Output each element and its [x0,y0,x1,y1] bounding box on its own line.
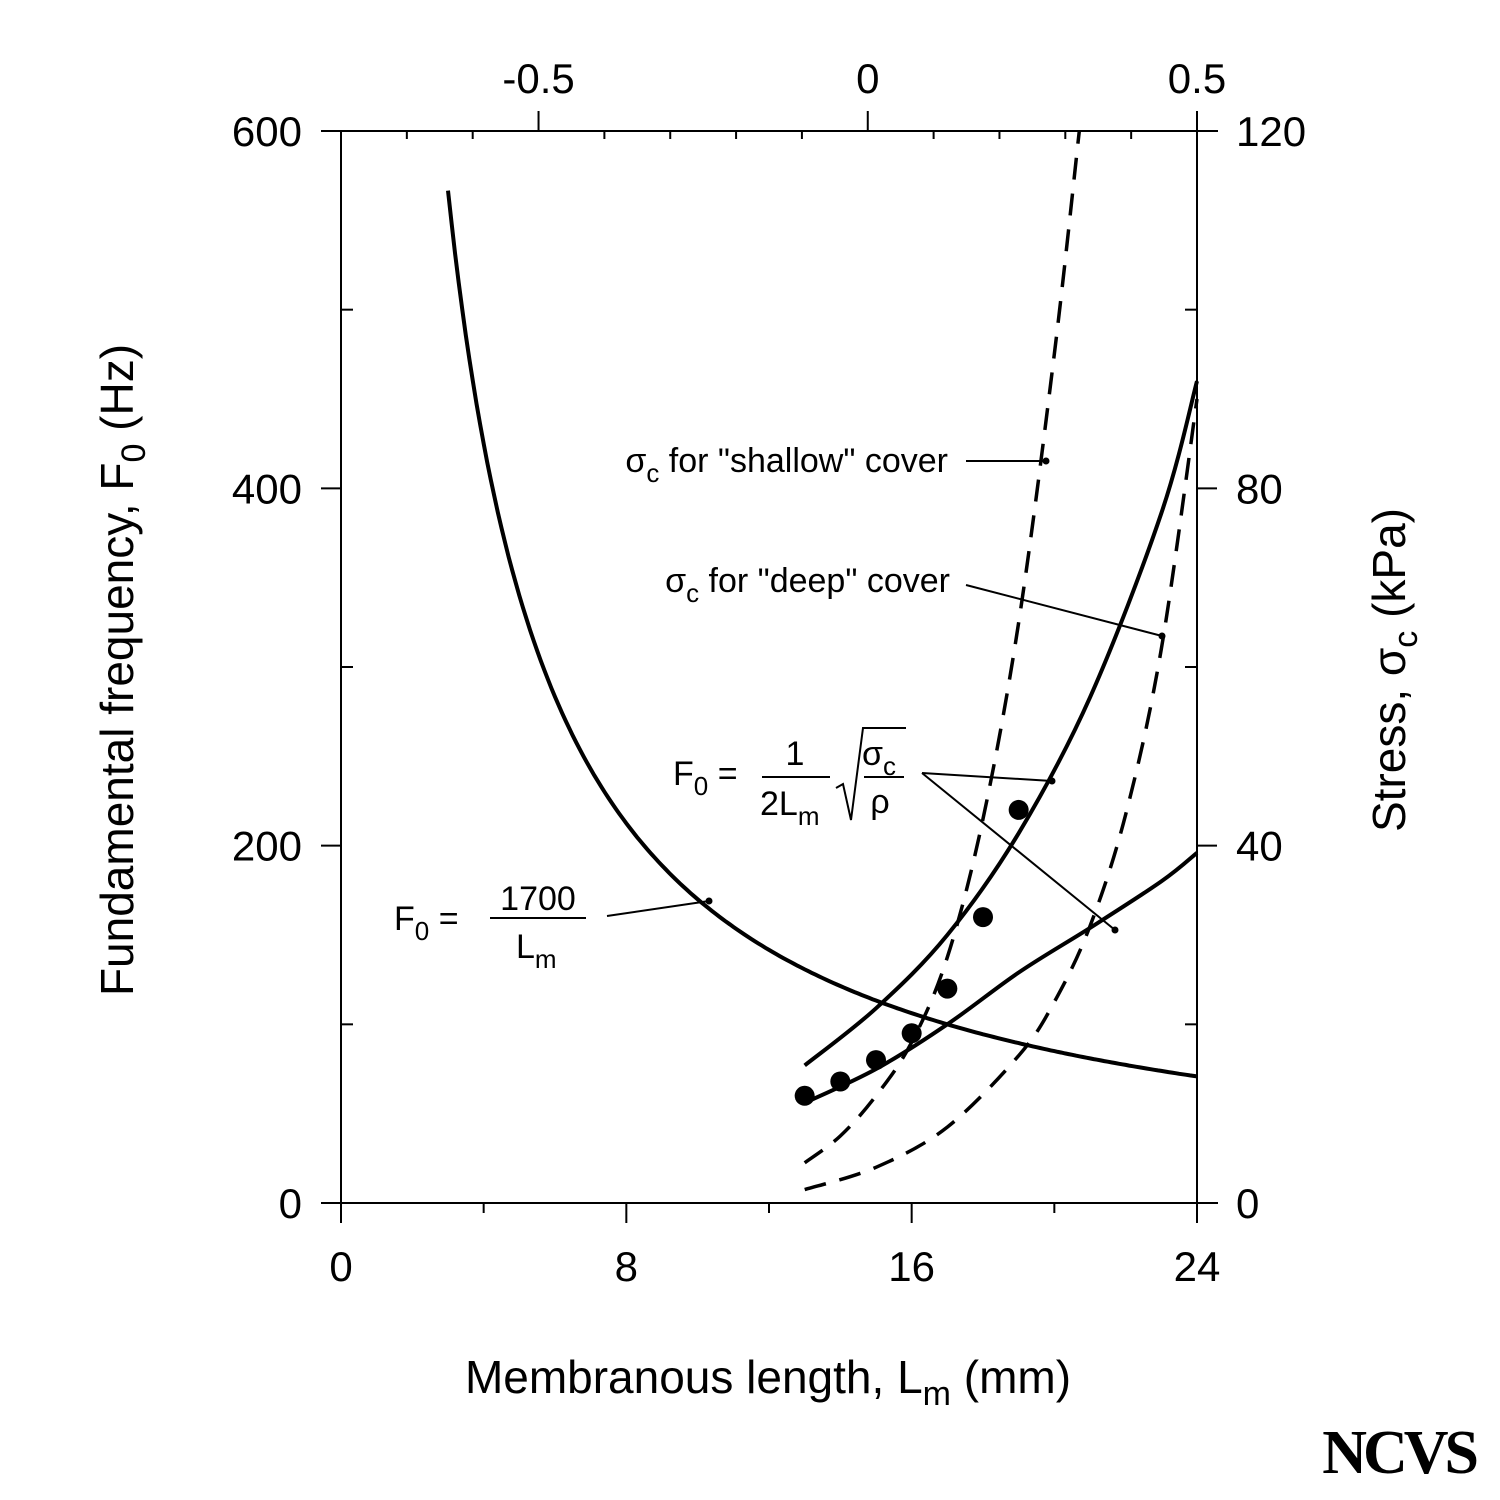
annotation-stress-dot-2 [1111,926,1119,934]
y-left-tick-label: 0 [279,1180,302,1227]
svg-text:σc for "shallow" cover: σc for "shallow" cover [625,442,948,488]
annotation-deep-dot [1158,632,1166,640]
data-point [973,907,993,928]
series-line-4 [804,398,1199,1192]
data-point [937,978,958,999]
svg-text:F0 =: F0 = [673,755,738,801]
annotation-stress-formula: F0 = 1 2Lm σc ρ [673,727,1119,934]
y-left-tick-label: 600 [232,108,302,155]
svg-text:F0 =: F0 = [394,900,459,946]
data-point [901,1023,922,1044]
ncvs-logo: NCVS [1322,1419,1476,1487]
y-right-axis-title: Stress, σc (kPa) [1363,508,1425,832]
svg-text:σc: σc [862,735,896,781]
y-right-tick-label: 40 [1236,823,1283,870]
top-tick-label: -0.5 [502,55,574,102]
top-tick-label: 0.5 [1168,55,1226,102]
y-left-tick-label: 200 [232,823,302,870]
y-left-tick-label: 400 [232,465,302,512]
series-layer [446,130,1199,1192]
annotation-shallow-cover: σc for "shallow" cover [625,442,1050,488]
series-line-3 [803,130,1082,1165]
data-point [1008,799,1029,820]
x-tick-label: 24 [1174,1243,1221,1290]
points-layer [794,799,1029,1106]
data-point [794,1085,815,1106]
svg-text:σc for "deep" cover: σc for "deep" cover [665,562,950,608]
y-right-tick-label: 0 [1236,1180,1259,1227]
annotation-length-leader [606,900,710,917]
svg-text:2Lm: 2Lm [760,785,820,831]
annotation-stress-leader-2 [921,772,1116,931]
y-left-axis-title: Fundamental frequency, F0 (Hz) [91,344,153,996]
data-point [830,1071,851,1092]
annotation-stress-leader-1 [921,772,1053,782]
svg-text:Lm: Lm [516,928,557,974]
annotation-deep-cover: σc for "deep" cover [665,562,1166,640]
formula-radical-sign [835,727,906,821]
x-axis-title: Membranous length, Lm (mm) [465,1351,1071,1413]
top-tick-label: 0 [856,55,879,102]
annotation-shallow-dot [1042,457,1050,465]
x-tick-label: 0 [329,1243,352,1290]
x-tick-label: 8 [615,1243,638,1290]
y-right-tick-label: 80 [1236,465,1283,512]
svg-text:1: 1 [786,735,805,773]
annotation-length-dot [705,897,713,905]
tick-labels: 0 8 16 24 0 200 400 600 0 40 80 120 -0.5 0 0.5 [232,55,1306,1290]
tick-marks [321,111,1217,1223]
x-tick-label: 16 [888,1243,935,1290]
annotation-length-formula: F0 = 1700 Lm [394,880,713,974]
series-line-0 [446,190,1198,1079]
series-line-1 [803,380,1199,1067]
annotation-stress-dot-1 [1048,777,1056,785]
svg-text:1700: 1700 [500,880,576,918]
svg-text:ρ: ρ [870,783,889,821]
annotation-deep-leader [965,584,1163,637]
y-right-tick-label: 120 [1236,108,1306,155]
data-point [866,1050,886,1071]
plot-frame [321,130,1218,1204]
